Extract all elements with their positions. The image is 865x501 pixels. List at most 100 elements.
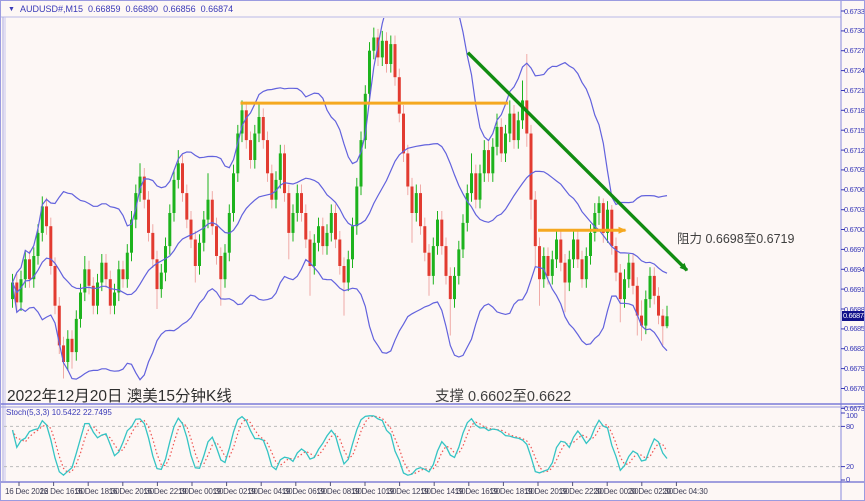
time-label: 16 Dec 22:30 — [143, 487, 189, 496]
candle — [130, 219, 133, 253]
candle — [597, 203, 601, 213]
candle — [584, 256, 588, 280]
candle — [321, 226, 325, 247]
candle — [172, 179, 176, 213]
candle — [232, 173, 235, 213]
candle — [317, 226, 320, 243]
candle — [516, 120, 520, 141]
candle — [108, 279, 112, 306]
time-label: 20 Dec 00:30 — [593, 487, 639, 496]
candle — [589, 232, 592, 256]
candle — [40, 206, 44, 233]
candle — [270, 173, 274, 200]
candle — [329, 213, 333, 233]
stoch-main-line — [11, 415, 668, 476]
chart-title-bar: ▼ AUDUSD#,M15 0.66859 0.66890 0.66856 0.… — [8, 4, 233, 14]
candle — [91, 285, 95, 306]
candle — [300, 193, 303, 213]
candle — [113, 292, 116, 306]
candle — [550, 259, 554, 276]
candle — [385, 40, 388, 64]
time-label: 19 Dec 20:30 — [524, 487, 570, 496]
candle — [257, 117, 261, 134]
time-label: 20 Dec 04:30 — [662, 487, 708, 496]
candle — [478, 173, 482, 200]
candle — [304, 213, 308, 240]
candle — [610, 209, 614, 247]
candle — [79, 292, 82, 319]
candle — [342, 266, 346, 283]
candle — [359, 140, 363, 187]
candle — [657, 295, 660, 316]
candle — [363, 93, 367, 141]
candle — [295, 193, 299, 213]
current-price-tag: 0.66874 — [842, 311, 865, 322]
candle — [414, 193, 418, 213]
ohlc-open: 0.66859 — [87, 4, 121, 14]
candle — [635, 285, 639, 316]
candle — [210, 199, 214, 227]
candle — [278, 153, 282, 180]
price-tick-label: 0.67335 — [844, 6, 865, 16]
candle — [444, 246, 448, 276]
candle — [665, 316, 669, 327]
candle — [499, 126, 503, 154]
candle — [287, 193, 291, 233]
price-tick-label: 0.67035 — [844, 205, 865, 215]
candle — [648, 275, 652, 300]
price-tick-label: 0.66735 — [844, 403, 865, 413]
candle — [406, 153, 410, 187]
candle — [631, 262, 635, 286]
candle — [181, 163, 184, 194]
candle — [470, 173, 473, 194]
time-label: 19 Dec 18:30 — [489, 487, 535, 496]
candle — [147, 199, 150, 233]
candle — [308, 239, 312, 266]
price-tick-label: 0.66765 — [844, 384, 865, 393]
time-label: 19 Dec 12:30 — [385, 487, 431, 496]
candle — [389, 44, 393, 64]
chevron-down-icon[interactable]: ▼ — [8, 5, 15, 13]
candle — [274, 179, 278, 200]
candle — [355, 186, 359, 227]
price-tick-label: 0.67065 — [844, 185, 865, 195]
candle — [57, 305, 61, 346]
time-label: 19 Dec 00:30 — [178, 487, 224, 496]
candle — [53, 266, 57, 306]
candle — [121, 269, 125, 280]
candle — [457, 249, 461, 276]
candle — [576, 239, 580, 260]
stochastic-indicator-label: Stoch(5,3,3) 10.5422 22.7495 — [6, 408, 112, 417]
candle — [325, 232, 329, 247]
candle — [28, 259, 31, 280]
candle — [482, 150, 486, 174]
time-label: 19 Dec 06:30 — [281, 487, 327, 496]
price-tick-label: 0.66975 — [844, 244, 865, 254]
candle — [410, 186, 414, 213]
candle — [74, 318, 78, 353]
time-label: 16 Dec 2022 — [5, 487, 49, 496]
candle — [125, 252, 129, 280]
candle — [249, 140, 252, 160]
candle — [652, 275, 656, 296]
candle — [87, 269, 91, 286]
candle — [83, 269, 87, 293]
candle — [117, 269, 121, 293]
candle — [453, 275, 456, 300]
stoch-tick-label: 20 — [846, 462, 854, 472]
candle — [351, 226, 354, 260]
candle — [427, 252, 431, 276]
candle — [436, 219, 439, 247]
candle — [312, 242, 316, 266]
candle — [291, 213, 295, 233]
symbol-period-label: AUDUSD#,M15 — [19, 4, 83, 14]
candle — [185, 193, 189, 220]
candle — [176, 163, 180, 180]
candle — [627, 262, 631, 280]
candle — [555, 239, 558, 260]
candle — [346, 259, 350, 283]
ohlc-high: 0.66890 — [125, 4, 159, 14]
stoch-tick-label: 100 — [846, 411, 858, 420]
support-annotation: 支撑 0.6602至0.6622 — [435, 389, 572, 405]
